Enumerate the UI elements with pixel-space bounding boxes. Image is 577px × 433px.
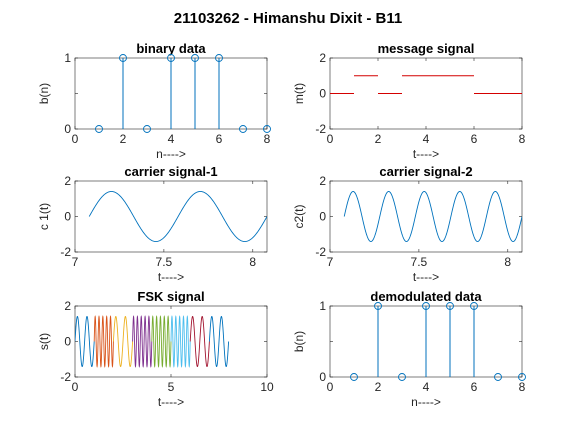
carrier-wave-line [88, 191, 267, 242]
x-tick-label: 8 [504, 255, 511, 269]
stem-marker [446, 302, 454, 310]
subplot-title: FSK signal [137, 289, 204, 304]
y-tick-label: -2 [315, 245, 326, 259]
x-tick-label: 2 [375, 380, 382, 394]
subplot-carrier1: 7 7.5 8 -2 0 2 carrier signal-1 t----> c 1(t) [37, 164, 268, 284]
y-tick-label: 0 [319, 370, 326, 384]
y-tick-label: 0 [64, 335, 71, 349]
x-tick-label: 4 [423, 380, 430, 394]
x-tick-label: 0 [327, 132, 334, 146]
x-tick-label: 0 [327, 380, 334, 394]
subplot-binary: 0 2 4 6 8 0 1 binary data n----> b(n) [37, 41, 271, 161]
stem-marker [422, 302, 430, 310]
fsk-bit-segment [208, 316, 230, 367]
y-tick-label: 2 [64, 174, 71, 188]
axes-box [329, 180, 523, 253]
x-tick-label: 4 [423, 132, 430, 146]
x-tick-label: 7.5 [411, 255, 428, 269]
x-tick-label: 5 [168, 380, 175, 394]
stem-marker [350, 373, 358, 381]
subplot-title: binary data [136, 41, 206, 56]
stem-marker [215, 54, 223, 62]
x-axis-label: t----> [158, 270, 184, 284]
x-tick-label: 7 [327, 255, 334, 269]
y-tick-label: 0 [319, 87, 326, 101]
y-tick-label: 1 [64, 51, 71, 65]
x-tick-label: 6 [471, 132, 478, 146]
x-axis-label: n----> [156, 147, 186, 161]
carrier-wave-line [343, 191, 522, 242]
y-tick-label: 0 [64, 210, 71, 224]
x-tick-label: 2 [375, 132, 382, 146]
y-tick-label: 1 [319, 299, 326, 313]
x-tick-label: 7 [72, 255, 79, 269]
subplot-demod: 0 2 4 6 8 0 1 demodulated data n----> b(n) [292, 289, 526, 409]
stem-marker [119, 54, 127, 62]
fsk-bit-segment [170, 315, 191, 368]
fsk-bit-segment [93, 315, 114, 368]
x-tick-label: 2 [120, 132, 127, 146]
x-tick-label: 10 [260, 380, 274, 394]
fsk-bit-segment [132, 315, 153, 368]
y-tick-label: 2 [319, 51, 326, 65]
x-tick-label: 8 [249, 255, 256, 269]
stem-marker [494, 373, 502, 381]
y-tick-label: -2 [315, 122, 326, 136]
x-axis-label: t----> [413, 270, 439, 284]
y-tick-label: 2 [64, 299, 71, 313]
stem-marker [470, 302, 478, 310]
y-axis-label: c2(t) [292, 204, 306, 228]
subplot-carrier2: 7 7.5 8 -2 0 2 carrier signal-2 t----> c2(t) [292, 164, 523, 284]
stem-marker [398, 373, 406, 381]
y-axis-label: c 1(t) [37, 203, 51, 230]
x-tick-label: 6 [471, 380, 478, 394]
stem-marker [167, 54, 175, 62]
stem-marker [518, 373, 526, 381]
y-tick-label: 0 [64, 122, 71, 136]
x-tick-label: 7.5 [156, 255, 173, 269]
x-tick-label: 0 [72, 132, 79, 146]
y-tick-label: 0 [319, 210, 326, 224]
fsk-bit-segment [189, 316, 210, 367]
fsk-bit-segment [151, 315, 172, 368]
x-tick-label: 4 [168, 132, 175, 146]
figure-suptitle: 21103262 - Himanshu Dixit - B11 [174, 10, 402, 27]
stem-marker [191, 54, 199, 62]
stem-marker [143, 125, 151, 133]
subplot-title: carrier signal-1 [124, 164, 217, 179]
y-axis-label: m(t) [292, 83, 306, 104]
y-axis-label: b(n) [292, 331, 306, 352]
y-axis-label: s(t) [37, 333, 51, 350]
y-tick-label: 2 [319, 174, 326, 188]
subplot-title: message signal [378, 41, 475, 56]
x-axis-label: t----> [413, 147, 439, 161]
x-tick-label: 0 [72, 380, 79, 394]
stem-marker [95, 125, 103, 133]
x-axis-label: t----> [158, 395, 184, 409]
stem-marker [239, 125, 247, 133]
fsk-bit-segment [112, 316, 134, 367]
x-tick-label: 8 [519, 132, 526, 146]
subplot-title: demodulated data [370, 289, 482, 304]
x-axis-label: n----> [411, 395, 441, 409]
y-axis-label: b(n) [37, 83, 51, 104]
axes-box [74, 180, 268, 253]
stem-marker [374, 302, 382, 310]
y-tick-label: -2 [60, 370, 71, 384]
y-tick-label: -2 [60, 245, 71, 259]
x-tick-label: 8 [264, 132, 271, 146]
stem-marker [263, 125, 271, 133]
x-tick-label: 6 [216, 132, 223, 146]
subplot-title: carrier signal-2 [379, 164, 472, 179]
fsk-bit-segment [75, 316, 95, 367]
x-tick-label: 8 [519, 380, 526, 394]
